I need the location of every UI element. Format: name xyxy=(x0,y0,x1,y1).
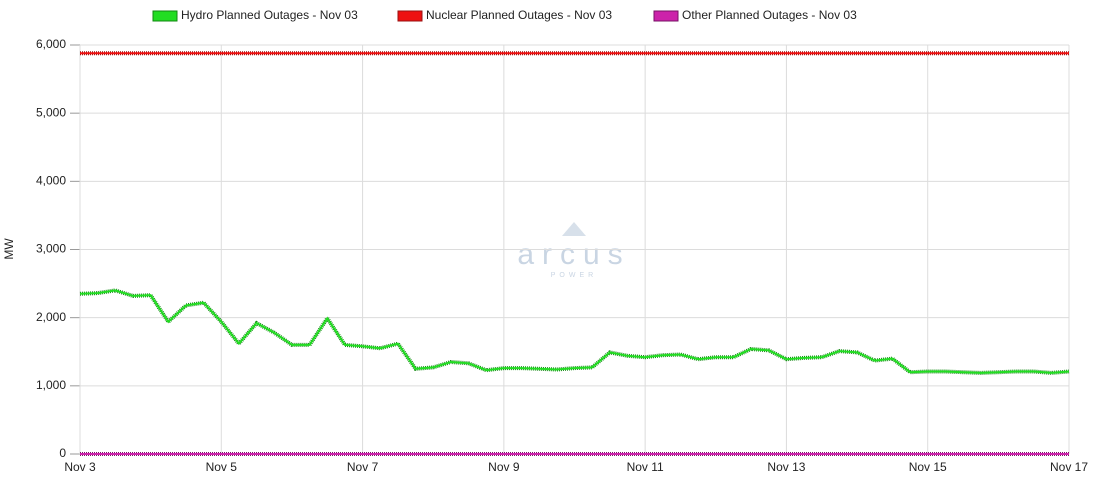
x-tick-label: Nov 13 xyxy=(767,460,805,474)
legend-swatch xyxy=(397,10,423,22)
y-tick-label: 0 xyxy=(59,446,66,460)
y-tick-label: 2,000 xyxy=(36,310,66,324)
watermark-brand: arcus xyxy=(517,238,630,271)
y-tick-label: 5,000 xyxy=(36,105,66,119)
legend-label: Hydro Planned Outages - Nov 03 xyxy=(181,8,358,22)
x-tick-label: Nov 5 xyxy=(206,460,238,474)
x-tick-label: Nov 17 xyxy=(1050,460,1088,474)
series-line xyxy=(79,289,1070,374)
watermark-logo xyxy=(562,222,586,236)
x-tick-label: Nov 7 xyxy=(347,460,379,474)
x-tick-label: Nov 15 xyxy=(909,460,947,474)
y-tick-label: 3,000 xyxy=(36,242,66,256)
legend-swatch xyxy=(653,10,679,22)
legend-swatch xyxy=(152,10,178,22)
y-tick-label: 6,000 xyxy=(36,37,66,51)
x-tick-label: Nov 9 xyxy=(488,460,520,474)
y-axis-label: MW xyxy=(2,238,16,260)
y-tick-label: 1,000 xyxy=(36,378,66,392)
x-tick-label: Nov 3 xyxy=(64,460,96,474)
watermark-sub: POWER xyxy=(551,272,597,279)
legend-label: Other Planned Outages - Nov 03 xyxy=(682,8,857,22)
y-tick-label: 4,000 xyxy=(36,174,66,188)
x-tick-label: Nov 11 xyxy=(627,460,664,474)
legend-label: Nuclear Planned Outages - Nov 03 xyxy=(426,8,612,22)
